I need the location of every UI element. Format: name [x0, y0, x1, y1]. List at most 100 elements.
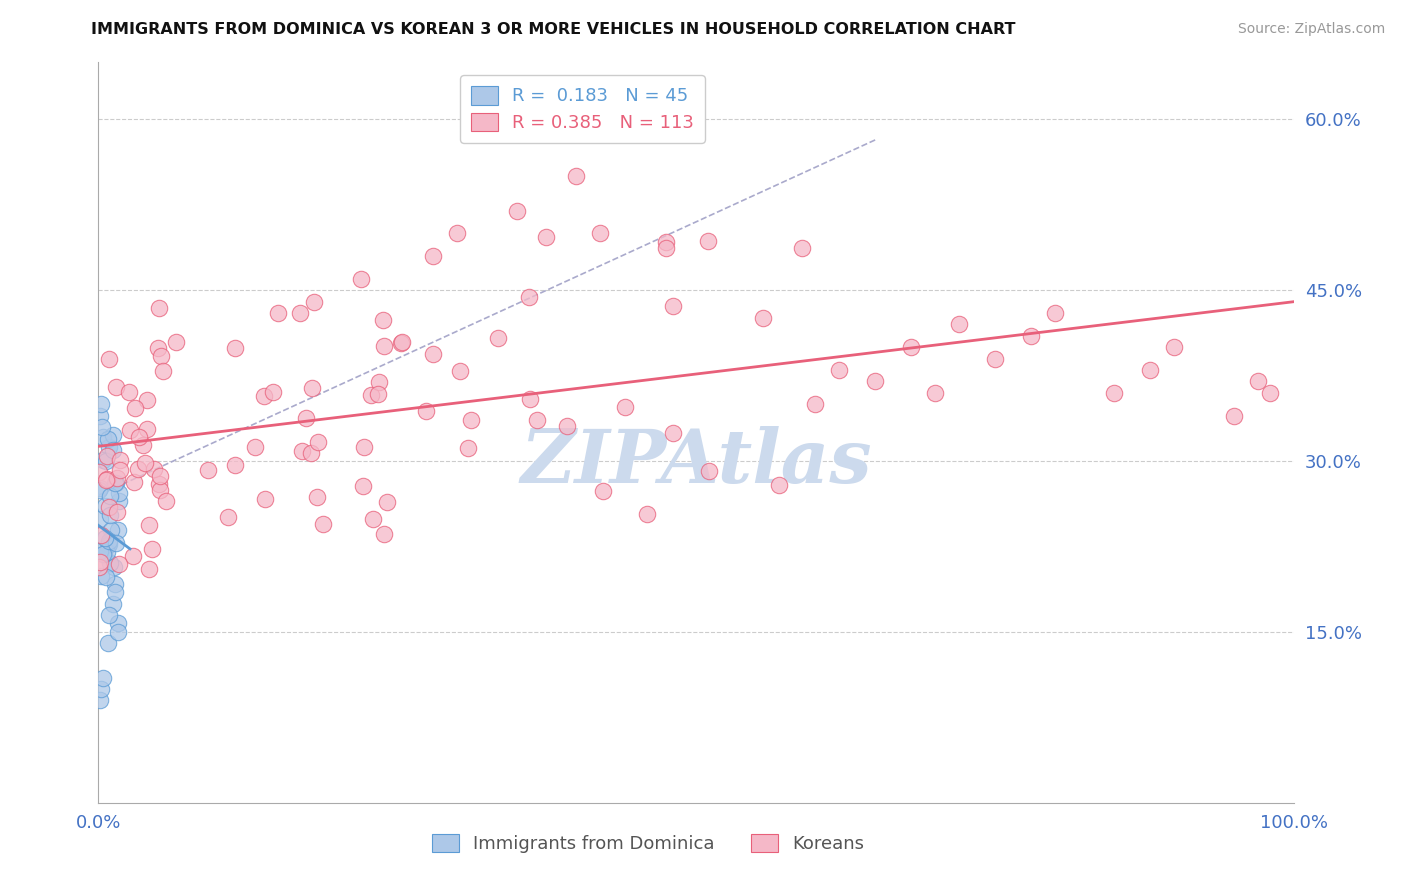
Point [107, 616, 129, 631]
Point [457, 441, 479, 455]
Point [792, 241, 814, 255]
Point [368, 376, 391, 390]
Point [98, 537, 121, 551]
Point [110, 463, 132, 477]
Point [460, 413, 482, 427]
Point [224, 341, 246, 355]
Point [446, 227, 468, 241]
Point [108, 494, 131, 508]
Point [253, 389, 276, 403]
Point [592, 483, 614, 498]
Point [98, 489, 121, 503]
Point [93, 499, 115, 513]
Point [104, 475, 127, 490]
Point [534, 229, 557, 244]
Point [93, 429, 115, 443]
Point [224, 458, 246, 472]
Point [389, 336, 412, 351]
Point [136, 393, 159, 408]
Point [105, 536, 128, 550]
Point [100, 523, 122, 537]
Point [373, 313, 395, 327]
Point [422, 249, 444, 263]
Point [768, 478, 790, 492]
Point [367, 386, 389, 401]
Point [948, 318, 970, 332]
Point [655, 235, 678, 249]
Point [135, 422, 157, 436]
Text: IMMIGRANTS FROM DOMINICA VS KOREAN 3 OR MORE VEHICLES IN HOUSEHOLD CORRELATION C: IMMIGRANTS FROM DOMINICA VS KOREAN 3 OR … [91, 22, 1017, 37]
Point [301, 381, 323, 395]
Point [589, 227, 612, 241]
Point [91, 547, 114, 561]
Point [696, 235, 718, 249]
Point [1223, 409, 1246, 423]
Point [90, 397, 112, 411]
Point [307, 435, 329, 450]
Point [96, 473, 118, 487]
Point [865, 375, 887, 389]
Point [97, 538, 120, 552]
Point [138, 517, 160, 532]
Point [449, 364, 471, 378]
Point [98, 556, 121, 570]
Point [97, 351, 120, 366]
Point [415, 404, 437, 418]
Point [143, 462, 166, 476]
Point [267, 306, 290, 320]
Point [108, 452, 131, 467]
Point [299, 446, 322, 460]
Point [1043, 306, 1066, 320]
Point [97, 607, 120, 622]
Point [526, 413, 548, 427]
Point [350, 272, 373, 286]
Point [519, 392, 541, 406]
Point [197, 463, 219, 477]
Point [1258, 385, 1281, 400]
Point [149, 483, 172, 497]
Point [141, 542, 163, 557]
Point [87, 483, 110, 497]
Point [1247, 375, 1270, 389]
Legend: Immigrants from Dominica, Koreans: Immigrants from Dominica, Koreans [425, 827, 872, 861]
Point [97, 636, 120, 650]
Point [96, 569, 118, 583]
Point [517, 290, 540, 304]
Point [565, 169, 588, 184]
Point [98, 534, 121, 549]
Point [312, 516, 335, 531]
Point [1019, 328, 1042, 343]
Point [97, 432, 120, 446]
Point [90, 681, 112, 696]
Point [120, 423, 142, 437]
Point [1104, 385, 1126, 400]
Point [751, 310, 773, 325]
Point [1163, 340, 1185, 354]
Point [165, 335, 187, 350]
Point [360, 388, 382, 402]
Point [1139, 363, 1161, 377]
Point [353, 440, 375, 454]
Point [107, 624, 129, 639]
Point [94, 473, 117, 487]
Point [662, 426, 685, 441]
Point [104, 380, 127, 394]
Point [89, 465, 111, 479]
Point [118, 384, 141, 399]
Point [124, 401, 146, 416]
Point [134, 456, 156, 470]
Point [127, 462, 149, 476]
Point [91, 420, 114, 434]
Point [107, 557, 129, 571]
Point [217, 509, 239, 524]
Point [307, 490, 329, 504]
Point [103, 585, 125, 599]
Text: ZIPAtlas: ZIPAtlas [520, 426, 872, 499]
Point [105, 471, 128, 485]
Point [104, 475, 127, 490]
Point [101, 597, 124, 611]
Point [146, 341, 169, 355]
Point [555, 419, 578, 434]
Point [107, 505, 129, 519]
Point [104, 576, 127, 591]
